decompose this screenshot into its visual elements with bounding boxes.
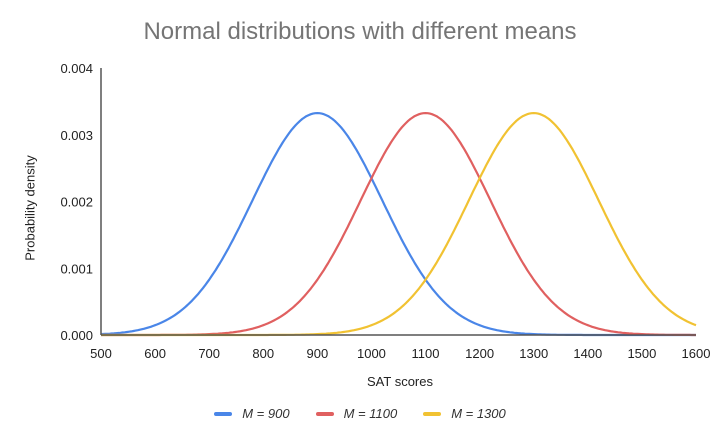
y-tick-label: 0.001 [60,261,93,276]
series-line-900 [100,111,696,337]
y-axis-label: Probability density [22,155,38,261]
x-tick-label: 1000 [357,346,386,361]
y-tick-label: 0.002 [60,195,93,210]
legend-item-m1300[interactable]: M = 1300 [423,406,506,421]
legend-swatch-icon [423,411,442,416]
x-tick-label: 700 [198,346,220,361]
x-tick-label: 1100 [412,346,440,361]
chart-title: Normal distributions with different mean… [143,18,577,45]
legend: M = 900 M = 1100 M = 1300 [0,406,720,421]
x-tick-label: 1400 [573,346,602,361]
x-tick-label: 1600 [682,346,711,361]
x-tick-label: 1500 [627,346,656,361]
legend-label: M = 1300 [451,406,506,421]
x-tick-label: 500 [90,346,112,361]
legend-swatch-icon [315,411,334,416]
x-tick-label: 900 [307,346,329,361]
y-tick-label: 0.000 [60,328,93,343]
legend-item-m1100[interactable]: M = 1100 [315,406,398,421]
y-tick-label: 0.004 [60,61,93,76]
legend-item-m900[interactable]: M = 900 [214,406,290,421]
legend-swatch-icon [214,411,233,416]
legend-label: M = 1100 [343,406,398,421]
x-tick-label: 600 [144,346,166,361]
x-axis-label: SAT scores [367,374,433,389]
x-tick-label: 1200 [465,346,494,361]
x-tick-label: 800 [252,346,274,361]
y-tick-label: 0.003 [60,128,93,143]
legend-label: M = 900 [242,406,290,421]
x-tick-label: 1300 [519,346,548,361]
